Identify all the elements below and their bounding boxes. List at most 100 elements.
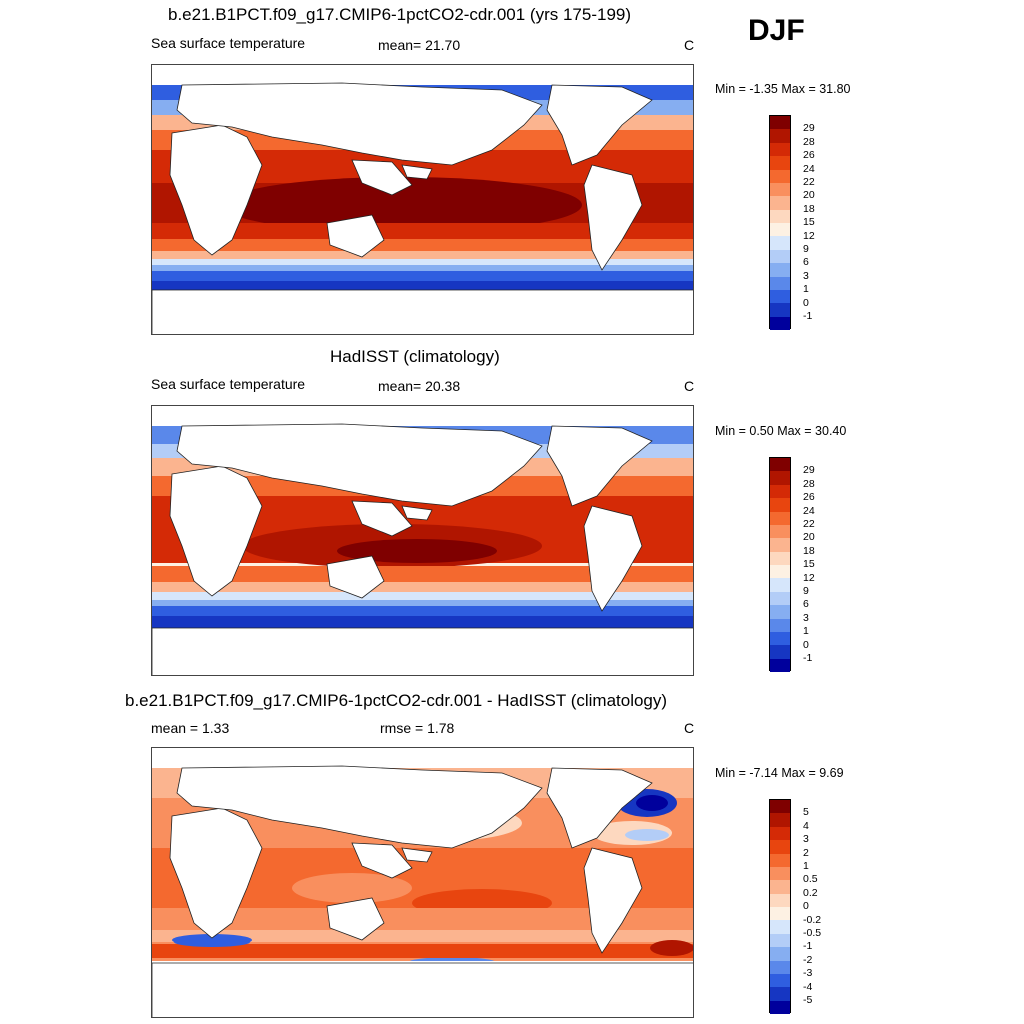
colorbar-label: -2 — [803, 954, 813, 966]
colorbar-swatch — [770, 853, 790, 867]
colorbar-swatch — [770, 880, 790, 894]
colorbar-label: 24 — [803, 163, 815, 175]
colorbar-swatch — [770, 591, 790, 606]
panel1-field-label: Sea surface temperature — [151, 35, 306, 51]
colorbar-swatch — [770, 236, 790, 250]
colorbar-label: 29 — [803, 464, 815, 476]
colorbar-label: 0 — [803, 297, 809, 309]
panel2-title: HadISST (climatology) — [330, 347, 500, 366]
colorbar-label: 20 — [803, 531, 815, 543]
colorbar-swatch — [770, 182, 790, 197]
colorbar-label: 3 — [803, 833, 809, 845]
colorbar-label: -0.2 — [803, 914, 822, 926]
colorbar-label: 6 — [803, 598, 809, 610]
colorbar-label: 0.2 — [803, 887, 818, 899]
colorbar-swatch — [770, 893, 790, 907]
colorbar-swatch — [770, 196, 790, 210]
colorbar-label: 5 — [803, 806, 809, 818]
colorbar-swatch — [770, 289, 790, 304]
colorbar-label: 2 — [803, 847, 809, 859]
colorbar-swatch — [770, 813, 790, 827]
panel2-mean: mean= 20.38 — [378, 378, 461, 394]
colorbar-label: -5 — [803, 994, 813, 1006]
colorbar-swatch — [770, 973, 790, 988]
colorbar-label: 28 — [803, 136, 815, 148]
panel3-map — [151, 747, 694, 1018]
colorbar-swatch — [770, 169, 790, 183]
colorbar-swatch — [770, 498, 790, 512]
colorbar-swatch — [770, 578, 790, 592]
colorbar-swatch — [770, 223, 790, 237]
colorbar-label: 0 — [803, 900, 809, 912]
colorbar-swatch — [770, 960, 790, 974]
panel2-units: C — [684, 378, 695, 394]
colorbar-swatch — [770, 316, 790, 330]
colorbar-label: 28 — [803, 478, 815, 490]
colorbar-label: 24 — [803, 505, 815, 517]
colorbar-label: 4 — [803, 820, 809, 832]
colorbar-label: 15 — [803, 216, 815, 228]
colorbar-swatch — [770, 826, 790, 841]
colorbar-label: 22 — [803, 176, 815, 188]
season-label: DJF — [748, 14, 805, 47]
colorbar-label: 9 — [803, 585, 809, 597]
colorbar-swatch — [770, 658, 790, 672]
panel3-colorbar — [769, 799, 791, 1014]
colorbar-swatch — [770, 156, 790, 170]
panel1-minmax: Min = -1.35 Max = 31.80 — [715, 82, 851, 96]
colorbar-swatch — [770, 538, 790, 552]
panel1-mean: mean= 21.70 — [378, 37, 461, 53]
colorbar-swatch — [770, 129, 790, 143]
colorbar-swatch — [770, 565, 790, 579]
panel1-units: C — [684, 37, 695, 53]
panel1-title: b.e21.B1PCT.f09_g17.CMIP6-1pctCO2-cdr.00… — [168, 5, 632, 24]
colorbar-label: 3 — [803, 612, 809, 624]
colorbar-swatch — [770, 511, 790, 525]
colorbar-swatch — [770, 920, 790, 934]
colorbar-label: -1 — [803, 652, 813, 664]
panel3-minmax: Min = -7.14 Max = 9.69 — [715, 766, 844, 780]
colorbar-label: -1 — [803, 310, 813, 322]
colorbar-swatch — [770, 866, 790, 881]
colorbar-swatch — [770, 987, 790, 1001]
colorbar-swatch — [770, 471, 790, 485]
colorbar-label: 3 — [803, 270, 809, 282]
panel3-units: C — [684, 720, 695, 736]
colorbar-swatch — [770, 947, 790, 961]
colorbar-label: 6 — [803, 256, 809, 268]
colorbar-label: 20 — [803, 189, 815, 201]
colorbar-label: 26 — [803, 491, 815, 503]
panel1-map — [151, 64, 694, 335]
panel1-colorbar — [769, 115, 791, 330]
colorbar-swatch — [770, 605, 790, 619]
panel3-rmse: rmse = 1.78 — [380, 720, 455, 736]
colorbar-swatch — [770, 800, 790, 814]
colorbar-swatch — [770, 618, 790, 632]
colorbar-swatch — [770, 933, 790, 948]
colorbar-label: 15 — [803, 558, 815, 570]
colorbar-label: 1 — [803, 283, 809, 295]
colorbar-swatch — [770, 551, 790, 565]
colorbar-swatch — [770, 458, 790, 472]
colorbar-swatch — [770, 1000, 790, 1014]
panel3-title: b.e21.B1PCT.f09_g17.CMIP6-1pctCO2-cdr.00… — [125, 691, 668, 710]
colorbar-label: 18 — [803, 545, 815, 557]
colorbar-label: -1 — [803, 940, 813, 952]
colorbar-label: -4 — [803, 981, 813, 993]
colorbar-label: 0 — [803, 639, 809, 651]
colorbar-swatch — [770, 303, 790, 317]
colorbar-swatch — [770, 840, 790, 854]
colorbar-swatch — [770, 645, 790, 659]
colorbar-swatch — [770, 631, 790, 646]
colorbar-swatch — [770, 484, 790, 499]
panel2-colorbar — [769, 457, 791, 672]
colorbar-swatch — [770, 116, 790, 130]
panel2-field-label: Sea surface temperature — [151, 376, 306, 392]
colorbar-label: 12 — [803, 230, 815, 242]
colorbar-label: 29 — [803, 122, 815, 134]
colorbar-label: 26 — [803, 149, 815, 161]
colorbar-swatch — [770, 907, 790, 921]
colorbar-label: -3 — [803, 967, 813, 979]
colorbar-label: 18 — [803, 203, 815, 215]
colorbar-swatch — [770, 209, 790, 223]
